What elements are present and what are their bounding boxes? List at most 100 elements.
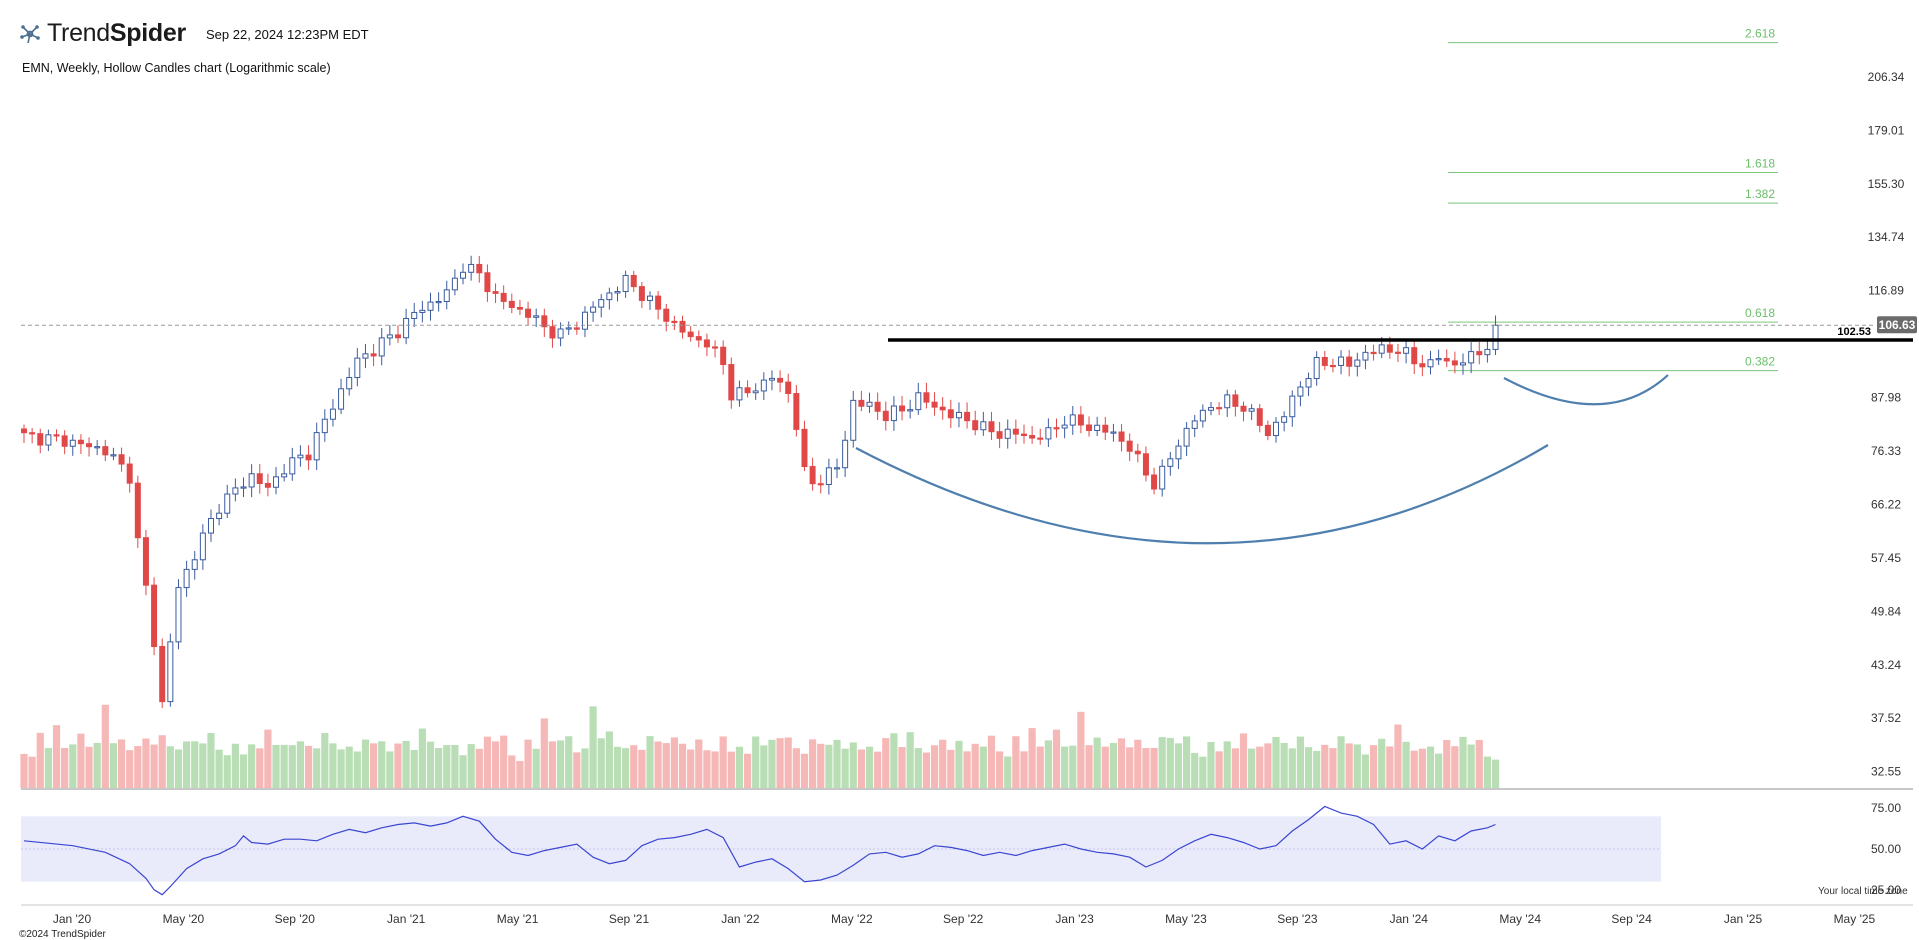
trendline-drawings: 102.53 106.63 — [21, 316, 1917, 545]
candle — [159, 638, 166, 709]
volume-bar — [849, 742, 857, 788]
candle — [468, 255, 475, 281]
candle-body — [29, 432, 36, 435]
candle-body — [1061, 424, 1068, 429]
candle — [1273, 417, 1280, 443]
candle — [151, 577, 158, 656]
volume-bar — [231, 743, 239, 788]
candle — [647, 291, 654, 310]
x-tick-label: May '25 — [1834, 912, 1876, 926]
volume-bar — [1329, 748, 1337, 788]
volume-bar — [69, 744, 77, 788]
volume-bar — [191, 741, 199, 788]
candle — [1297, 381, 1304, 407]
volume-bar — [581, 748, 589, 788]
candle — [972, 410, 979, 436]
candle — [305, 445, 312, 470]
volume-bar — [207, 732, 215, 788]
volume-bar — [467, 744, 475, 788]
y-tick-label: 43.24 — [1871, 658, 1901, 672]
candle-body — [1476, 351, 1483, 356]
candle-body — [354, 357, 361, 379]
candle-body — [947, 409, 954, 419]
resistance-label: 102.53 — [1837, 326, 1871, 338]
volume-bar — [1410, 750, 1418, 788]
volume-bar — [239, 754, 248, 788]
volume-bar — [321, 732, 329, 788]
candle-body — [590, 306, 597, 313]
candle-body — [126, 463, 133, 484]
volume-bar — [719, 736, 727, 788]
candle — [809, 457, 816, 491]
candle — [712, 340, 719, 358]
candle-body — [1086, 424, 1093, 431]
candle-body — [549, 326, 556, 339]
volume-bar — [1069, 745, 1077, 788]
candle — [256, 464, 263, 494]
candle-body — [102, 446, 109, 456]
candle-body — [614, 291, 621, 294]
candle — [45, 429, 52, 451]
candle — [435, 292, 442, 312]
candle-body — [338, 388, 345, 410]
volume-bar — [174, 749, 183, 788]
candle — [443, 280, 450, 310]
fib-level-label: 2.618 — [1745, 27, 1775, 41]
candle — [1175, 439, 1182, 470]
candle-body — [248, 473, 255, 488]
candle — [492, 283, 499, 304]
candle — [866, 392, 873, 413]
volume-bar — [825, 744, 833, 788]
volume-bar — [1150, 747, 1158, 788]
candle-body — [720, 346, 727, 366]
candle — [1029, 426, 1036, 444]
candle-body — [1069, 414, 1076, 426]
candle-body — [386, 334, 393, 339]
candle-body — [37, 433, 44, 446]
candle-body — [1329, 364, 1336, 368]
volume-bar — [947, 749, 955, 788]
x-tick-label: May '22 — [831, 912, 873, 926]
candle — [557, 322, 564, 347]
candle — [411, 302, 418, 328]
candle-body — [972, 420, 979, 431]
candle — [1451, 351, 1458, 374]
candle-body — [809, 466, 816, 485]
volume-bar — [386, 751, 394, 788]
volume-bar — [1134, 739, 1142, 788]
candle — [321, 409, 328, 442]
candle — [964, 402, 971, 429]
candle-body — [207, 518, 214, 534]
candle — [273, 467, 280, 495]
volume-bar — [971, 743, 979, 788]
candle — [1216, 402, 1223, 416]
candle — [655, 291, 662, 320]
volume-bar — [1443, 739, 1451, 788]
volume-bar — [703, 750, 711, 788]
candle-body — [419, 309, 426, 313]
candle-body — [329, 408, 336, 420]
candle — [630, 270, 637, 292]
candle-body — [931, 401, 938, 408]
volume-bar — [459, 755, 467, 788]
candle-body — [1346, 356, 1353, 367]
candle-body — [1305, 378, 1312, 388]
volume-bar — [361, 739, 370, 788]
candle — [695, 330, 702, 348]
volume-bar — [1061, 746, 1069, 788]
candle — [858, 390, 865, 412]
candle-body — [638, 286, 645, 301]
candle-body — [142, 537, 149, 586]
volume-bar — [223, 755, 231, 788]
volume-bar — [369, 743, 378, 788]
candle-body — [232, 487, 239, 495]
candle-body — [858, 399, 865, 407]
cup-arc — [855, 444, 1549, 545]
candle-body — [606, 292, 613, 301]
volume-bar — [622, 748, 630, 788]
volume-bar — [491, 741, 500, 788]
candle — [207, 509, 214, 542]
volume-bar — [638, 749, 646, 788]
candle — [899, 396, 906, 421]
